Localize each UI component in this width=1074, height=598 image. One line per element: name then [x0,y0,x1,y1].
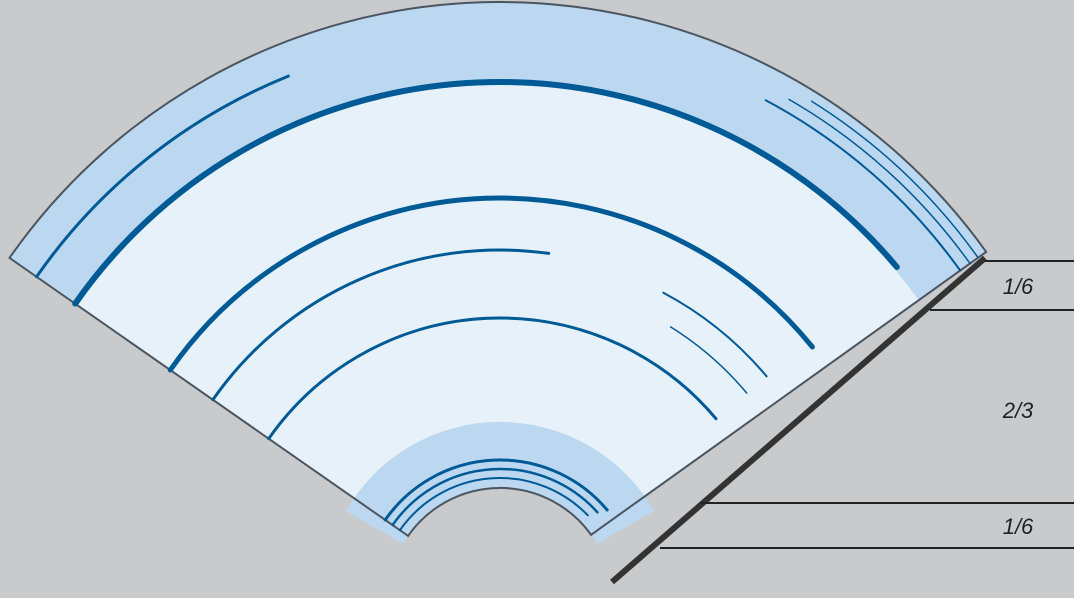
groove-arc [788,98,971,265]
groove-arc [398,476,589,532]
segment-label: 1/6 [1003,274,1034,299]
groove-arc [211,248,551,402]
groove-arc [391,467,599,527]
fan [8,1,988,544]
outer-band [9,2,987,306]
groove-arc [810,100,979,259]
groove-arc [764,99,962,272]
groove-arc [669,326,748,394]
groove-arc [167,195,815,373]
groove-arc [662,291,768,378]
inner-band [345,421,655,544]
fan-body [8,1,988,538]
segment-label: 1/6 [1003,514,1034,539]
groove-arc [267,316,718,441]
groove-arc [72,79,900,307]
edge-rule [610,255,987,585]
segment-label: 2/3 [1002,398,1034,423]
groove-arc [35,74,290,279]
groove-arc [383,458,609,522]
